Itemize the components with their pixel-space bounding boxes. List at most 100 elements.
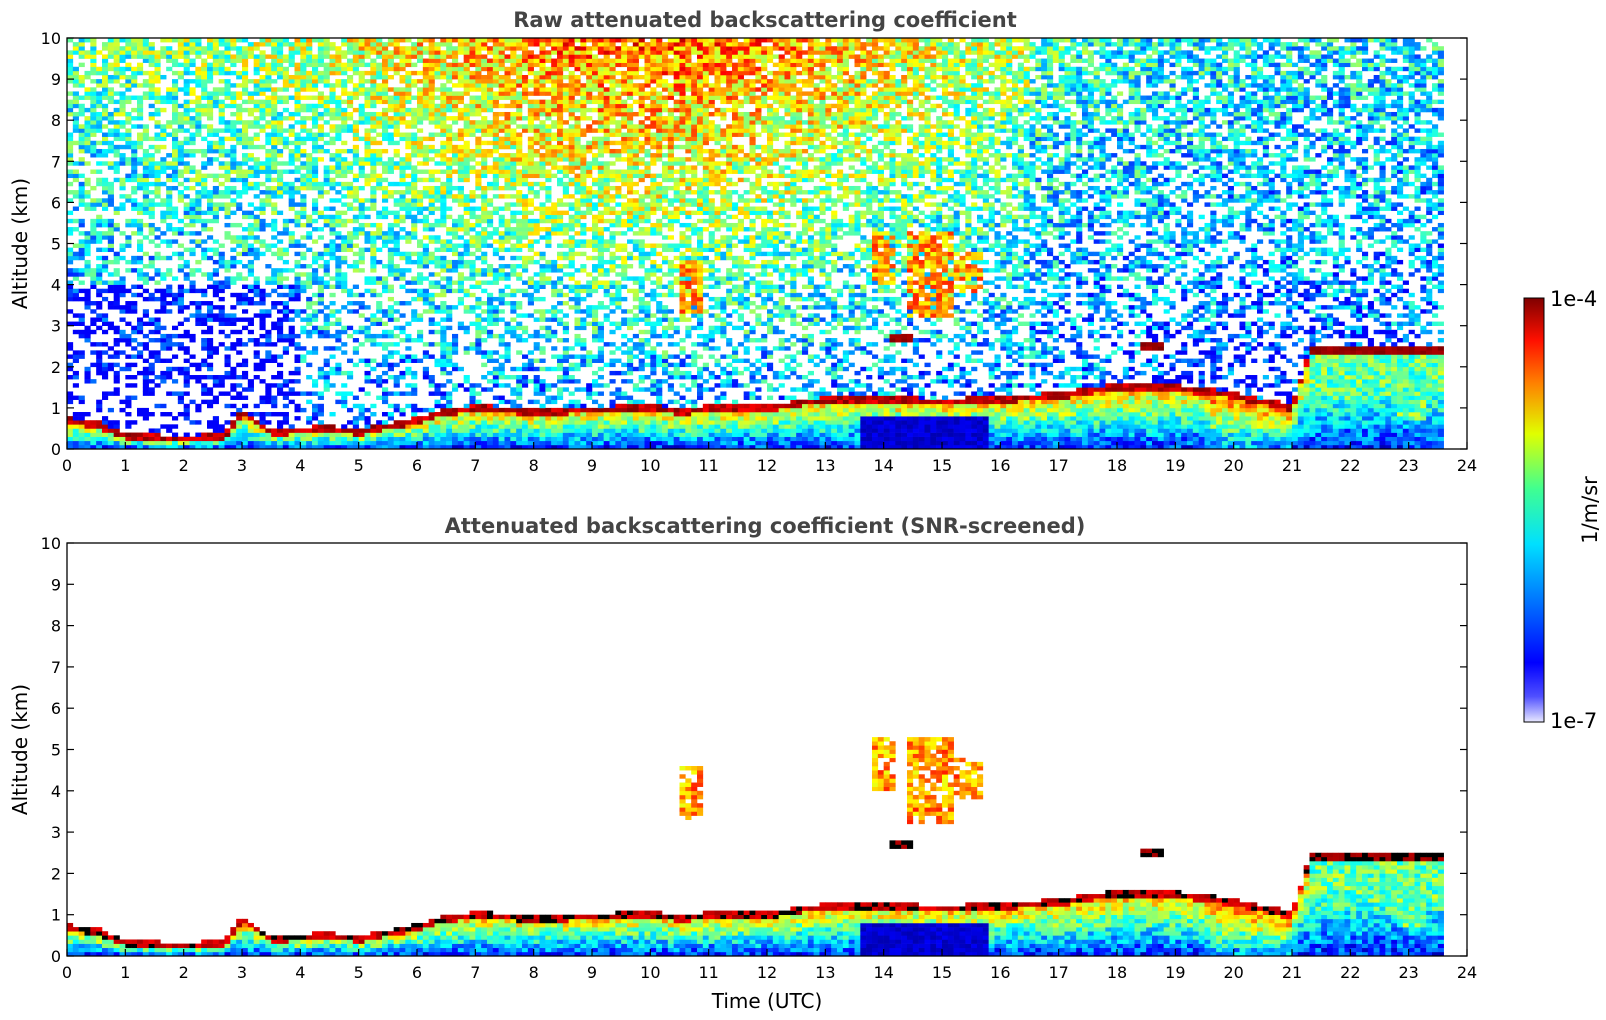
heatmap-cell (201, 58, 208, 63)
heatmap-cell (457, 173, 464, 179)
heatmap-cell (516, 264, 523, 269)
heatmap-cell (387, 255, 394, 261)
heatmap-cell (399, 424, 406, 429)
heatmap-cell (323, 42, 330, 47)
heatmap-cell (253, 165, 260, 170)
heatmap-cell (527, 259, 534, 265)
heatmap-cell (207, 346, 214, 351)
heatmap-cell (428, 272, 435, 277)
heatmap-cell (405, 124, 412, 129)
heatmap-cell (102, 391, 109, 396)
heatmap-cell (107, 165, 114, 170)
heatmap-cell (265, 202, 272, 207)
heatmap-cell (277, 412, 284, 417)
heatmap-cell (230, 157, 237, 162)
heatmap-cell (247, 111, 254, 117)
heatmap-cell (492, 173, 499, 179)
heatmap-cell (428, 239, 435, 244)
heatmap-cell (335, 62, 342, 68)
heatmap-cell (376, 210, 383, 216)
heatmap-cell (498, 169, 505, 174)
heatmap-cell (428, 321, 435, 326)
heatmap-cell (78, 144, 85, 150)
heatmap-cell (160, 292, 167, 298)
heatmap-cell (446, 140, 453, 146)
heatmap-cell (119, 333, 126, 339)
heatmap-cell (259, 313, 266, 318)
heatmap-cell (242, 124, 249, 129)
heatmap-cell (189, 87, 196, 92)
heatmap-cell (247, 317, 254, 322)
heatmap-cell (405, 198, 412, 203)
heatmap-cell (533, 424, 540, 429)
heatmap-cell (452, 70, 459, 76)
heatmap-cell (72, 79, 79, 84)
heatmap-cell (533, 194, 540, 199)
heatmap-cell (428, 95, 435, 100)
heatmap-cell (533, 399, 540, 405)
heatmap-cell (463, 375, 470, 380)
heatmap-cell (510, 247, 517, 253)
heatmap-cell (277, 210, 284, 216)
heatmap-cell (335, 99, 342, 105)
heatmap-cell (428, 412, 435, 417)
heatmap-cell (527, 296, 534, 302)
heatmap-cell (370, 169, 377, 174)
heatmap-cell (492, 120, 499, 125)
heatmap-cell (428, 107, 435, 113)
heatmap-cell (457, 99, 464, 105)
heatmap-cell (300, 74, 307, 80)
heatmap-cell (107, 181, 114, 187)
heatmap-cell (294, 66, 301, 72)
heatmap-cell (96, 169, 103, 174)
heatmap-cell (107, 132, 114, 137)
heatmap-cell (253, 214, 260, 220)
heatmap-cell (271, 38, 278, 43)
heatmap-cell (294, 436, 301, 442)
heatmap-cell (207, 391, 214, 396)
heatmap-cell (411, 206, 418, 211)
heatmap-cell (405, 140, 412, 146)
heatmap-cell (370, 436, 377, 442)
heatmap-cell (189, 362, 196, 368)
heatmap-cell (498, 366, 505, 372)
heatmap-cell (452, 38, 459, 43)
heatmap-cell (282, 83, 289, 88)
heatmap-cell (195, 362, 202, 368)
heatmap-cell (422, 264, 429, 269)
heatmap-cell (481, 198, 488, 203)
heatmap-cell (300, 210, 307, 216)
heatmap-cell (516, 243, 523, 248)
heatmap-cell (446, 124, 453, 129)
heatmap-cell (294, 62, 301, 68)
heatmap-cell (498, 206, 505, 211)
heatmap-cell (201, 247, 208, 253)
heatmap-cell (277, 87, 284, 92)
heatmap-cell (504, 222, 511, 228)
heatmap-cell (96, 268, 103, 273)
heatmap-cell (527, 157, 534, 162)
heatmap-cell (253, 301, 260, 306)
heatmap-cell (78, 321, 85, 326)
heatmap-cell (119, 206, 126, 211)
heatmap-cell (242, 38, 249, 43)
heatmap-cell (487, 370, 494, 376)
heatmap-cell (265, 165, 272, 170)
heatmap-cell (510, 391, 517, 396)
heatmap-cell (516, 403, 523, 409)
heatmap-cell (218, 173, 225, 179)
heatmap-cell (428, 309, 435, 314)
heatmap-cell (393, 407, 400, 413)
heatmap-cell (230, 259, 237, 265)
heatmap-cell (148, 338, 155, 343)
heatmap-cell (137, 218, 144, 224)
heatmap-cell (463, 387, 470, 392)
heatmap-cell (376, 231, 383, 236)
heatmap-cell (78, 202, 85, 207)
heatmap-cell (201, 210, 208, 216)
heatmap-cell (218, 79, 225, 84)
heatmap-cell (317, 116, 324, 121)
heatmap-cell (341, 383, 348, 388)
heatmap-cell (189, 247, 196, 253)
heatmap-cell (411, 235, 418, 240)
